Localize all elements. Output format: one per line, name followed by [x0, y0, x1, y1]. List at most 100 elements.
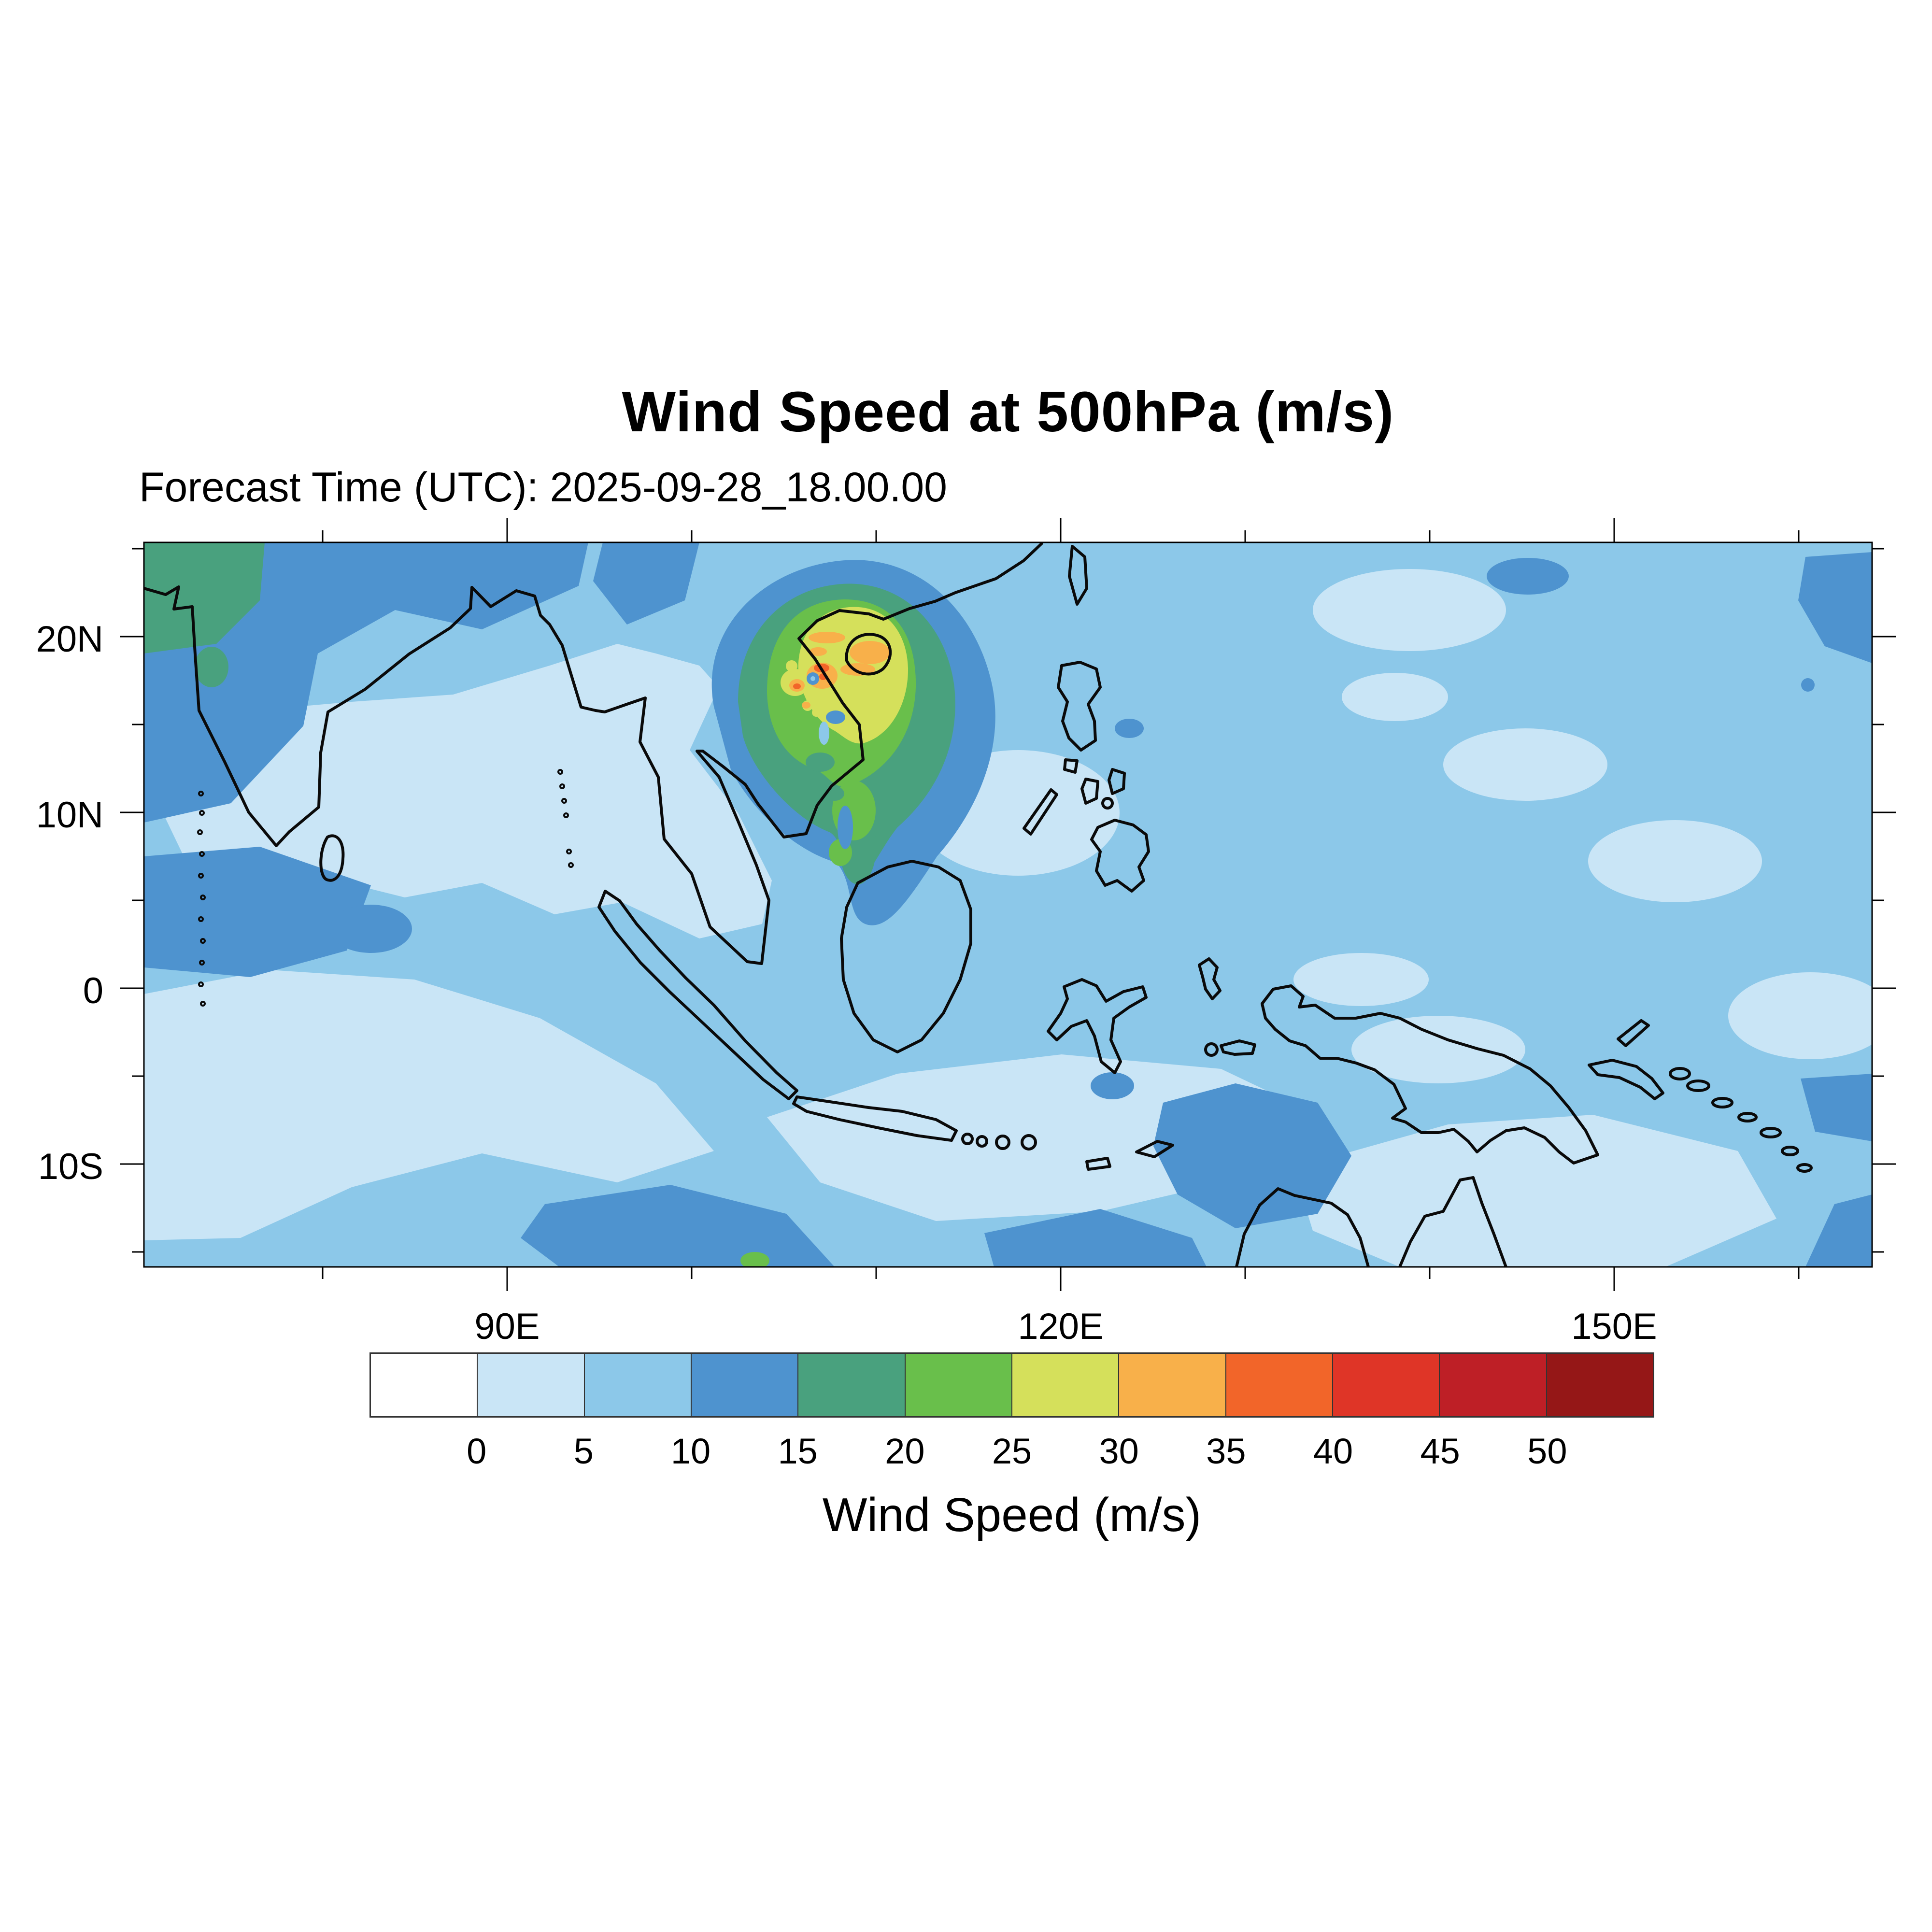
windy-halmahera: [1153, 1083, 1351, 1228]
calm-spot: [1313, 569, 1506, 651]
south-edge-green-spot: [740, 1252, 769, 1267]
coast-java: [792, 1095, 958, 1142]
storm-yellow-dot: [786, 660, 797, 672]
calm-region-sw-indian-ocean: [144, 970, 714, 1240]
coast-bougainville: [1669, 1067, 1691, 1080]
coast-new-ireland: [1617, 1019, 1650, 1047]
windy-right-edge-top: [1798, 552, 1872, 663]
windy-south-india: [144, 847, 371, 977]
windy-bottom-band-mid: [984, 1209, 1207, 1267]
calm-spot: [1293, 953, 1429, 1006]
coast-halmahera: [1198, 957, 1222, 1000]
windy-spot: [1487, 558, 1569, 595]
windy-spot: [330, 905, 412, 953]
coast-sulawesi: [1047, 978, 1148, 1074]
y-tick-label-10s: 10S: [38, 1146, 103, 1187]
colorbar-cell-4: [797, 1354, 905, 1416]
y-tick-label-10n: 10N: [36, 795, 103, 836]
jet-patch-nw: [144, 542, 265, 653]
colorbar-cell-0: [371, 1354, 477, 1416]
calm-spot: [1443, 728, 1607, 801]
coast-sumatra: [597, 890, 798, 1100]
coast-solomon: [1711, 1097, 1733, 1108]
plot-frame: [143, 541, 1873, 1268]
colorbar-tick-40: 40: [1313, 1431, 1353, 1471]
colorbar-cell-1: [477, 1354, 584, 1416]
colorbar-cell-7: [1118, 1354, 1225, 1416]
coast-timor: [1135, 1140, 1174, 1158]
coast-island-dots: [197, 769, 574, 1007]
y-tick-label-20n: 20N: [36, 619, 103, 660]
coast-samar: [1108, 768, 1126, 795]
colorbar-tick-45: 45: [1420, 1431, 1460, 1471]
coast-seram: [1220, 1039, 1256, 1056]
contour-field: [144, 542, 1872, 1267]
colorbar-tick-30: 30: [1099, 1431, 1139, 1471]
colorbar-tick-25: 25: [992, 1431, 1032, 1471]
coast-palawan: [1023, 788, 1058, 836]
coast-mindanao: [1090, 819, 1150, 893]
calm-spot: [1342, 673, 1448, 721]
storm-lightblue-sliver: [819, 722, 829, 745]
coast-mainland-asia: [144, 542, 1043, 965]
wind-speed-map: [120, 518, 1896, 1291]
colorbar-tick-15: 15: [778, 1431, 818, 1471]
coast-solomon: [1760, 1127, 1782, 1138]
calm-spot: [1728, 972, 1872, 1059]
colorbar-cell-5: [904, 1354, 1011, 1416]
windy-nw-corner: [144, 542, 588, 823]
coast-solomon: [1686, 1080, 1710, 1092]
storm-blue-speckle: [838, 806, 853, 849]
coast-taiwan: [1068, 545, 1088, 606]
coast-australia-cape-york: [1398, 1176, 1507, 1267]
storm-orange-dot: [802, 702, 810, 709]
x-tick-label-120e: 120E: [1018, 1306, 1104, 1347]
colorbar-tick-10: 10: [670, 1431, 711, 1471]
axis-ticks: [120, 518, 1896, 1291]
coast-sumbawa: [995, 1135, 1010, 1150]
coast-australia-arnhem: [1235, 1187, 1370, 1267]
storm-yellow-dot: [812, 708, 821, 717]
storm-blue-speckle: [826, 710, 845, 724]
coast-solomon: [1796, 1163, 1813, 1173]
storm-orange-streak-north: [809, 632, 845, 643]
forecast-time-label: Forecast Time (UTC): 2025-09-28_18.00.00: [139, 464, 948, 511]
storm-teal-speckle: [825, 786, 844, 801]
jet-spot-nw: [195, 647, 228, 687]
windy-dot: [1801, 678, 1815, 692]
windy-bottom-band-west: [521, 1185, 835, 1267]
windy-spot: [1115, 719, 1144, 738]
coast-flores: [1021, 1134, 1037, 1151]
windy-top-patch: [593, 542, 699, 625]
chart-title: Wind Speed at 500hPa (m/s): [622, 380, 1394, 444]
coast-buru: [1204, 1042, 1219, 1057]
windy-spot: [1091, 1072, 1134, 1099]
colorbar-cell-6: [1011, 1354, 1119, 1416]
calm-spot: [1351, 1016, 1525, 1083]
coast-panay: [1080, 778, 1099, 805]
coast-new-britain: [1588, 1059, 1664, 1100]
coast-bali: [961, 1133, 974, 1145]
colorbar-cell-3: [690, 1354, 798, 1416]
colorbar-tick-5: 5: [573, 1431, 594, 1471]
colorbar-cell-8: [1225, 1354, 1332, 1416]
colorbar-tick-20: 20: [885, 1431, 925, 1471]
x-tick-label-150e: 150E: [1571, 1306, 1657, 1347]
colorbar-cell-9: [1332, 1354, 1439, 1416]
colorbar-cell-11: [1546, 1354, 1653, 1416]
coast-sri-lanka: [319, 834, 345, 882]
coast-solomon: [1781, 1146, 1799, 1156]
colorbar-tick-50: 50: [1527, 1431, 1567, 1471]
x-tick-label-90e: 90E: [474, 1306, 540, 1347]
coast-sumba: [1085, 1157, 1111, 1171]
calm-spot: [1588, 820, 1762, 902]
storm-teal-speckle: [806, 753, 835, 772]
colorbar-cell-2: [583, 1354, 691, 1416]
coast-borneo: [840, 860, 972, 1053]
colorbar-tick-35: 35: [1206, 1431, 1246, 1471]
windy-right-edge-mid: [1801, 1074, 1872, 1141]
coast-new-guinea: [1261, 984, 1599, 1165]
coast-luzon: [1057, 661, 1102, 752]
coast-mindoro: [1063, 758, 1079, 774]
y-tick-label-0: 0: [83, 970, 103, 1011]
